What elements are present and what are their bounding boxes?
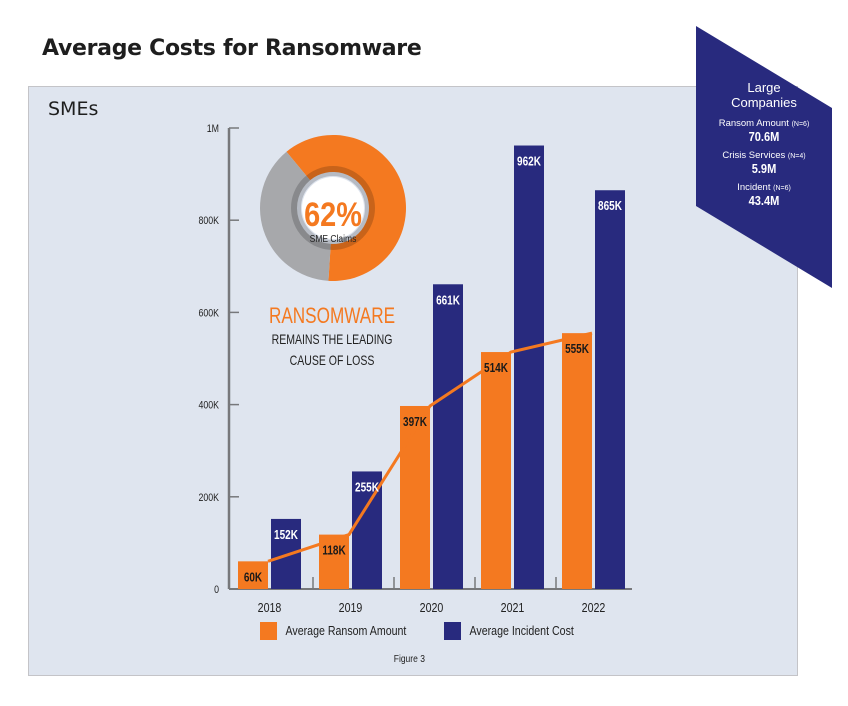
- large-companies-panel: Large Companies Ransom Amount (N=6) 70.6…: [696, 80, 832, 214]
- lc-incident-value: 43.4M: [748, 193, 780, 208]
- bar-ransom: [238, 561, 268, 589]
- data-label-ransom: 397K: [403, 416, 428, 429]
- lc-crisis-value: 5.9M: [751, 161, 777, 176]
- legend-item-ransom: Average Ransom Amount: [260, 622, 406, 640]
- x-tick-label: 2020: [420, 600, 444, 615]
- callout-headline: RANSOMWARE: [269, 304, 395, 329]
- x-tick-label: 2022: [582, 600, 606, 615]
- y-tick-label: 800K: [198, 215, 219, 227]
- x-tick-label: 2021: [501, 600, 525, 615]
- figure-caption: Figure 3: [393, 654, 425, 665]
- bar-incident: [595, 190, 625, 590]
- donut-slice-ransomware: [286, 135, 406, 281]
- data-label-ransom: 555K: [565, 343, 590, 356]
- bar-incident: [433, 284, 463, 589]
- donut-chart: [260, 135, 406, 281]
- page-title: Average Costs for Ransomware: [42, 36, 422, 61]
- bar-ransom: [400, 405, 430, 589]
- legend: Average Ransom Amount Average Incident C…: [260, 622, 623, 640]
- data-label-incident: 962K: [517, 156, 542, 169]
- bar-labels: 60K 152K 118K 255K 397K 661K 514K 962K 555K 865K: [244, 156, 623, 585]
- donut-center: [302, 177, 364, 239]
- y-tick-label: 600K: [198, 308, 219, 320]
- lc-crisis-label: Crisis Services (N=4): [722, 150, 806, 161]
- y-tick-label: 0: [214, 584, 219, 596]
- lc-title-line2: Companies: [731, 95, 797, 110]
- bar-ransom: [562, 333, 592, 589]
- legend-swatch-ransom: [260, 622, 277, 640]
- data-label-incident: 865K: [598, 200, 623, 213]
- legend-label-ransom: Average Ransom Amount: [285, 624, 407, 638]
- callout-line1: REMAINS THE LEADING: [272, 332, 393, 348]
- x-tick-label: 2019: [339, 600, 363, 615]
- lc-title-line1: Large: [747, 80, 781, 95]
- data-label-ransom: 118K: [322, 545, 346, 558]
- donut-subtitle: SME Claims: [310, 233, 357, 244]
- callout-line2: CAUSE OF LOSS: [290, 353, 375, 369]
- x-axis-labels: 2018 2019 2020 2021 2022: [258, 600, 606, 615]
- donut-percent: 62%: [304, 195, 362, 234]
- bar-incident: [514, 145, 544, 589]
- data-label-incident: 152K: [274, 529, 299, 542]
- donut-slice-other: [260, 151, 331, 281]
- legend-label-incident: Average Incident Cost: [469, 624, 575, 638]
- legend-item-incident: Average Incident Cost: [444, 622, 574, 640]
- large-companies-banner: [696, 26, 832, 288]
- data-label-ransom: 514K: [484, 362, 509, 375]
- data-label-incident: 255K: [355, 482, 380, 495]
- lc-ransom-value: 70.6M: [748, 129, 780, 144]
- y-tick-label: 1M: [207, 123, 219, 135]
- donut-inner-ring: [291, 166, 375, 250]
- lc-ransom-label: Ransom Amount (N=6): [718, 118, 810, 129]
- legend-swatch-incident: [444, 622, 462, 640]
- ransom-trend-line: [267, 331, 593, 563]
- bar-ransom: [481, 352, 511, 589]
- data-label-incident: 661K: [436, 294, 461, 307]
- ransom-line-path: [267, 331, 593, 563]
- y-tick-label: 200K: [198, 492, 219, 504]
- x-tick-label: 2018: [258, 600, 282, 615]
- lc-incident-label: Incident (N=6): [737, 182, 791, 193]
- data-label-ransom: 60K: [244, 571, 263, 584]
- panel-label: SMEs: [48, 98, 99, 120]
- y-tick-label: 400K: [198, 400, 219, 412]
